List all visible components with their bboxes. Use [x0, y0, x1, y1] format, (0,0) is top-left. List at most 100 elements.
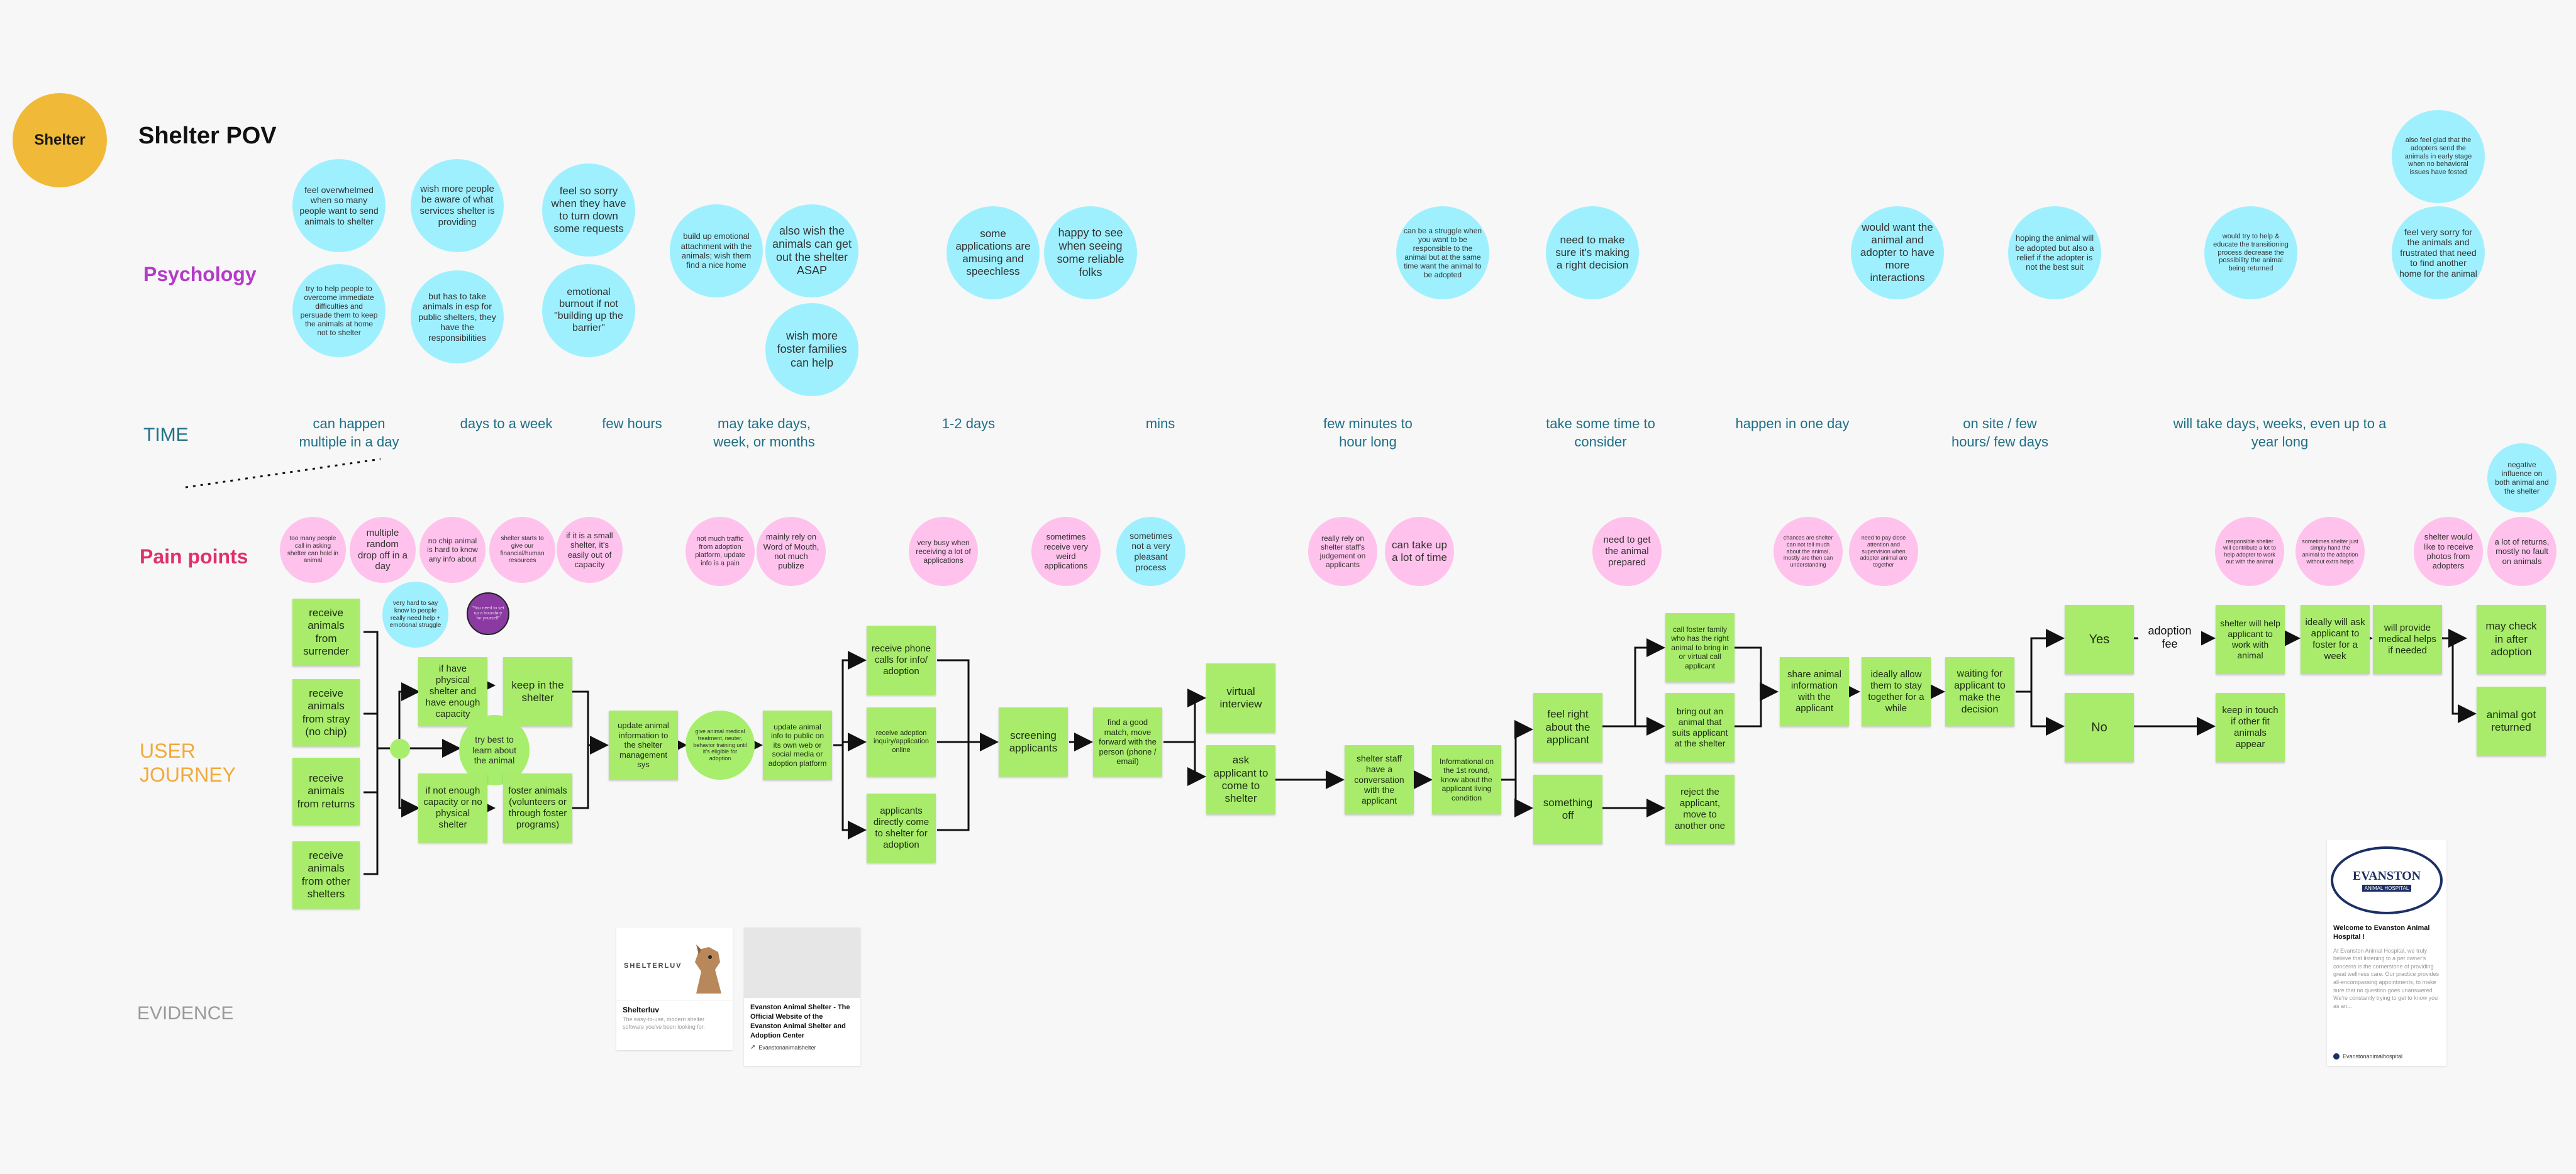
pain-note: too many people call in asking shelter c… [280, 517, 346, 583]
psychology-note: build up emotional attachment with the a… [670, 204, 763, 297]
pain-note: a lot of returns, mostly no fault on ani… [2487, 517, 2557, 586]
evidence-card-evanston-shelter[interactable]: Evanston Animal Shelter - The Official W… [744, 928, 860, 1066]
psychology-note: some applications are amusing and speech… [947, 206, 1040, 299]
psychology-note: try to help people to overcome immediate… [292, 264, 386, 357]
journey-step: shelter will help applicant to work with… [2216, 605, 2285, 674]
time-note: few minutes to hour long [1323, 416, 1413, 450]
journey-step: if not enough capacity or no physical sh… [418, 773, 487, 843]
link-icon: ➚ [750, 1044, 756, 1051]
journey-step: receive animals from other shelters [292, 841, 360, 909]
journey-step: shelter staff have a conversation with t… [1345, 745, 1414, 814]
journey-step: receive animals from surrender [292, 599, 360, 666]
journey-step: virtual interview [1206, 663, 1275, 733]
pain-note: mainly rely on Word of Mouth, not much p… [757, 517, 826, 586]
hospital-logo: EVANSTON ANIMAL HOSPITAL [2331, 846, 2443, 914]
shelterluv-title: Shelterluv [623, 1005, 660, 1014]
pain-note: can take up a lot of time [1385, 517, 1454, 586]
psychology-note: also feel glad that the adopters send th… [2392, 110, 2485, 203]
time-note: happen in one day [1735, 416, 1850, 431]
journey-step: foster animals (volunteers or through fo… [503, 773, 572, 843]
journey-step: receive animals from returns [292, 758, 360, 825]
pain-note: "You need to set up a boundary for yours… [467, 592, 509, 635]
hospital-logo-subtext: ANIMAL HOSPITAL [2362, 885, 2412, 892]
shelterluv-description: The easy-to-use, modern shelter software… [623, 1016, 705, 1031]
pain-note: negative influence on both animal and th… [2487, 443, 2557, 512]
journey-step: update animal information to the shelter… [609, 711, 678, 780]
pain-note: sometimes shelter just simply hand the a… [2296, 517, 2365, 586]
shelterluv-image: SHELTERLUV [616, 928, 733, 1000]
journey-step: animal got returned [2477, 687, 2546, 756]
journey-step: applicants directly come to shelter for … [867, 794, 936, 863]
time-note: few hours [602, 416, 662, 431]
psychology-note: wish more foster families can help [765, 303, 858, 396]
evanston-shelter-title: Evanston Animal Shelter - The Official W… [750, 1004, 850, 1039]
journey-step: give animal medical treatment, neuter, b… [686, 711, 755, 780]
time-note: will take days, weeks, even up to a year… [2173, 416, 2387, 450]
pain-note: need to get the animal prepared [1592, 517, 1662, 586]
journey-step: ideally allow them to stay together for … [1862, 657, 1931, 726]
user-journey-label: USER JOURNEY [140, 739, 236, 787]
time-note: on site / few hours/ few days [1951, 416, 2049, 450]
journey-step: receive animals from stray (no chip) [292, 679, 360, 746]
evanston-shelter-image [744, 928, 860, 998]
journey-step: will provide medical helps if needed [2373, 605, 2442, 674]
pain-note: sometimes receive very weird application… [1031, 517, 1101, 586]
time-note: may take days, week, or months [713, 416, 815, 450]
pain-note: sometimes not a very pleasant process [1116, 517, 1185, 586]
psychology-note: also wish the animals can get out the sh… [765, 204, 858, 297]
evanston-shelter-domain: Evanstonanimalshelter [758, 1044, 816, 1051]
psychology-note: happy to see when seeing some reliable f… [1044, 206, 1137, 299]
psychology-note: would try to help & educate the transiti… [2204, 206, 2297, 299]
psychology-note: feel overwhelmed when so many people wan… [292, 159, 386, 252]
hospital-logo-area: EVANSTON ANIMAL HOSPITAL [2327, 839, 2446, 921]
shelter-badge: Shelter [13, 93, 107, 187]
time-note: days to a week [460, 416, 553, 431]
pain-note: if it is a small shelter, it's easily ou… [557, 517, 623, 583]
dotted-line [185, 458, 381, 489]
journey-step: bring out an animal that suits applicant… [1665, 693, 1735, 762]
pain-note: really rely on shelter staff's judgement… [1308, 517, 1377, 586]
page-title: Shelter POV [138, 123, 277, 149]
pain-note: shelter starts to give our financial/hum… [489, 517, 555, 583]
hospital-title: Welcome to Evanston Animal Hospital ! [2333, 924, 2430, 941]
hospital-logo-text: EVANSTON [2352, 869, 2421, 883]
journey-step: Informational on the 1st round, know abo… [1432, 745, 1501, 814]
psychology-note: hoping the animal will be adopted but al… [2008, 206, 2101, 299]
evidence-card-shelterluv[interactable]: SHELTERLUV Shelterluv The easy-to-use, m… [616, 928, 733, 1050]
time-note: can happen multiple in a day [299, 416, 399, 450]
journey-step: find a good match, move forward with the… [1093, 707, 1162, 777]
journey-step: No [2065, 693, 2134, 762]
journey-step: share animal information with the applic… [1780, 657, 1849, 726]
psychology-note: emotional burnout if not "building up th… [542, 264, 635, 357]
journey-step: feel right about the applicant [1533, 693, 1602, 762]
journey-step: keep in the shelter [503, 657, 572, 726]
journey-step: ask applicant to come to shelter [1206, 745, 1275, 814]
psychology-note: need to make sure it's making a right de… [1546, 206, 1639, 299]
evidence-card-evanston-hospital[interactable]: EVANSTON ANIMAL HOSPITAL Welcome to Evan… [2327, 839, 2446, 1066]
pain-note: chances are shelter can not tell much ab… [1774, 517, 1843, 586]
journey-step: ideally will ask applicant to foster for… [2301, 605, 2370, 674]
psychology-note: wish more people be aware of what servic… [411, 159, 504, 252]
psychology-note: would want the animal and adopter to hav… [1851, 206, 1944, 299]
hospital-domain: Evanstonanimalhospital [2343, 1053, 2403, 1060]
journey-step: may check in after adoption [2477, 605, 2546, 674]
pain-note: shelter would like to receive photos fro… [2414, 517, 2483, 586]
pain-note: very busy when receiving a lot of applic… [909, 517, 978, 586]
journey-step: update animal info to public on its own … [763, 711, 832, 780]
pain-note: no chip animal is hard to know any info … [419, 517, 486, 583]
journey-step: receive adoption inquiry/application onl… [867, 707, 936, 777]
journey-step: keep in touch if other fit animals appea… [2216, 693, 2285, 762]
psychology-note: can be a struggle when you want to be re… [1396, 206, 1489, 299]
hospital-description: At Evanston Animal Hospital, we truly be… [2333, 947, 2440, 1009]
time-note: 1-2 days [941, 416, 996, 431]
dog-illustration [695, 944, 721, 994]
pain-note: very hard to say know to people really n… [382, 582, 448, 648]
journey-step: screening applicants [999, 707, 1068, 777]
adoption-fee-label: adoption fee [2138, 624, 2201, 651]
time-note: take some time to consider [1546, 416, 1655, 450]
pain-note: need to pay close attention and supervis… [1849, 517, 1918, 586]
pain-points-label: Pain points [140, 545, 248, 568]
journey-step: reject the applicant, move to another on… [1665, 775, 1735, 844]
journey-step: waiting for applicant to make the decisi… [1945, 657, 2014, 726]
